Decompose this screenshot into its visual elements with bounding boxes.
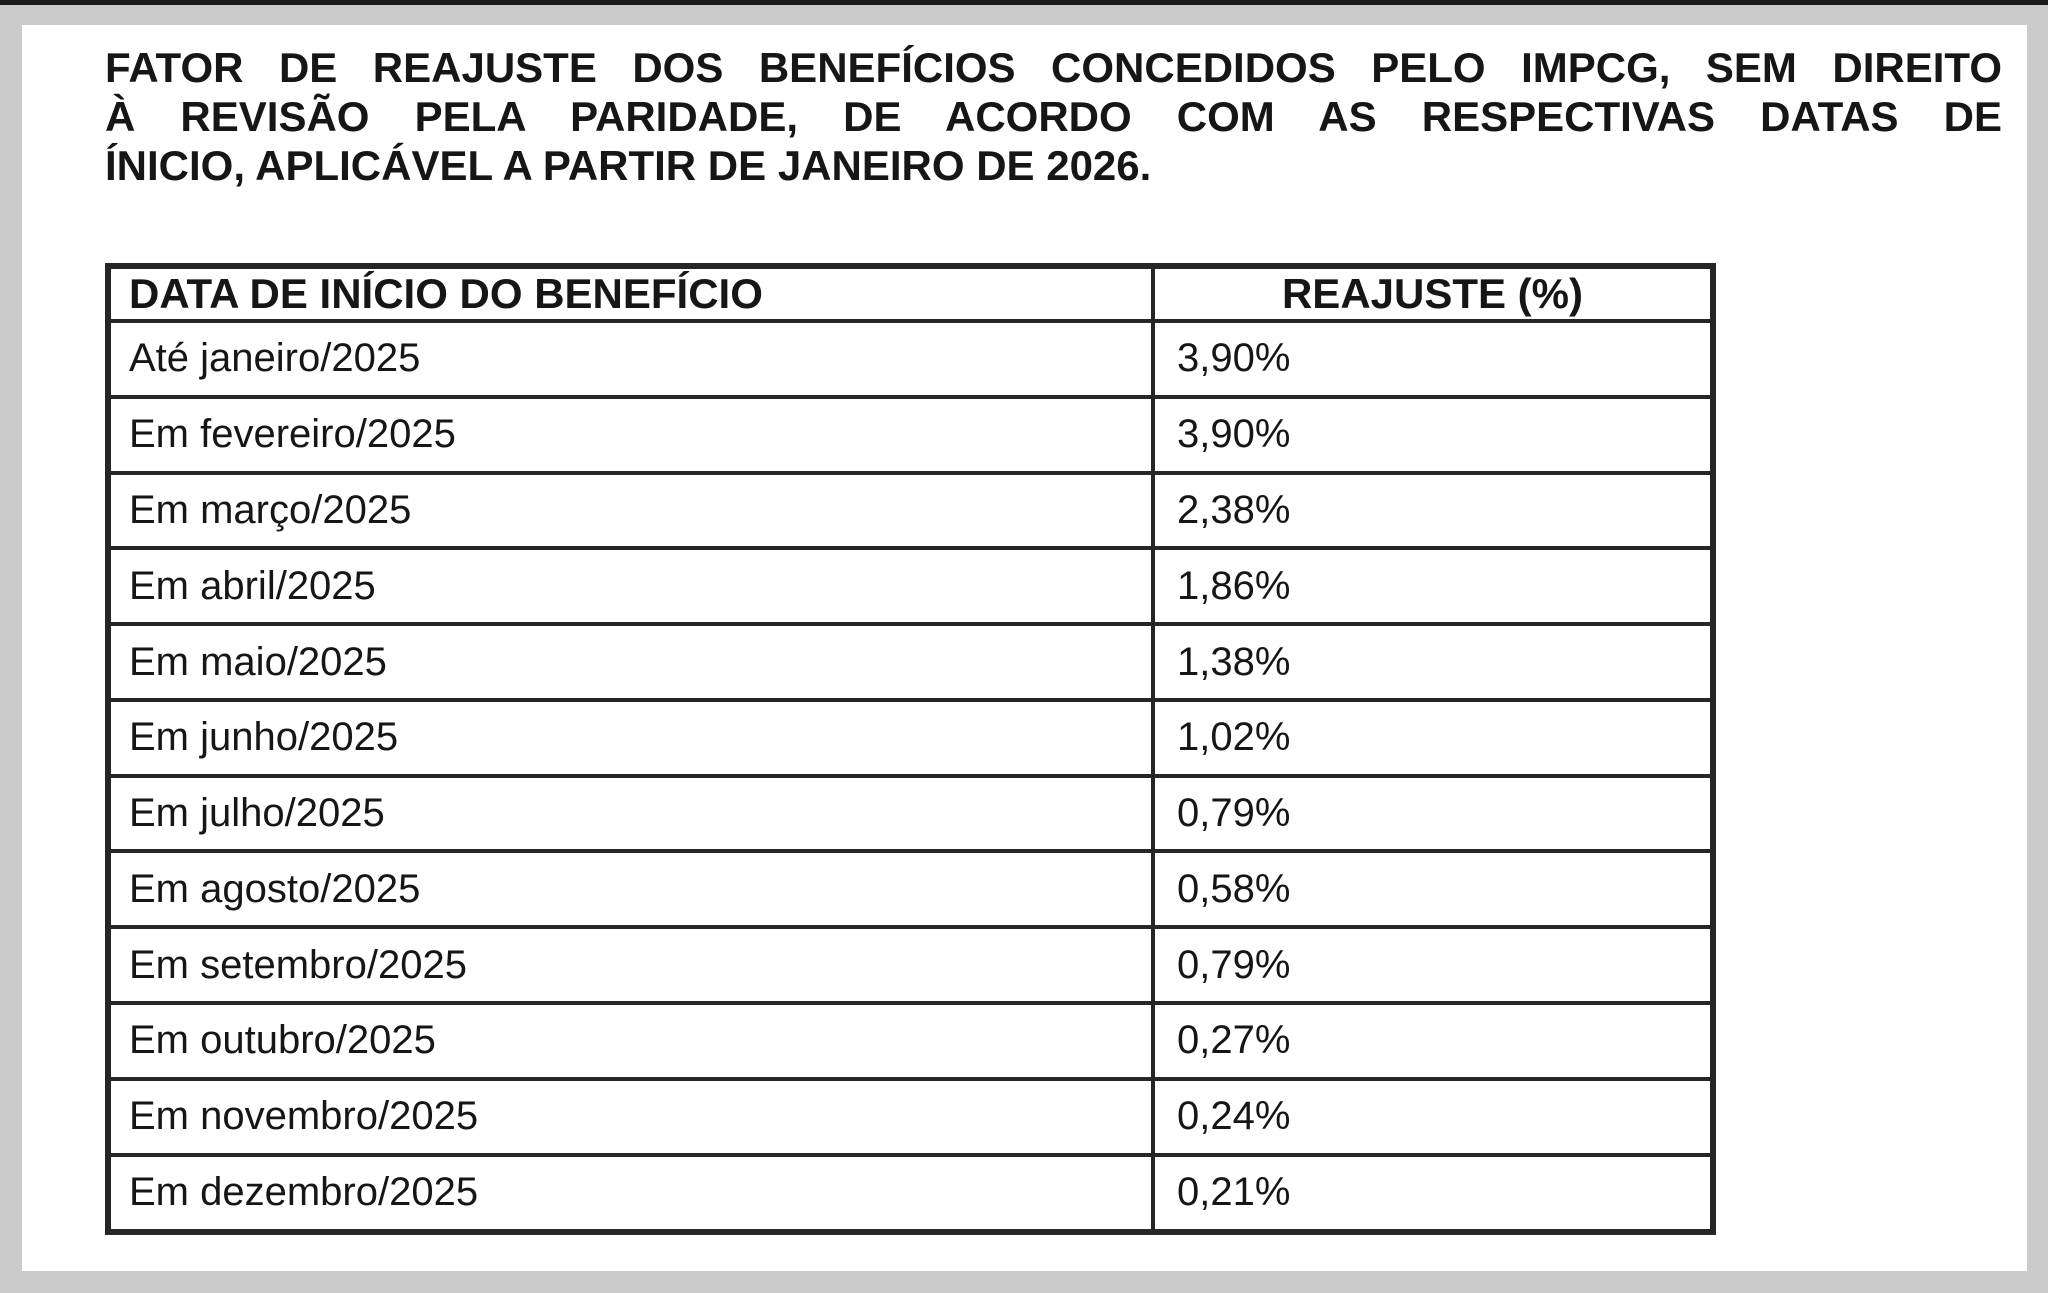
table-row: Em outubro/2025 0,27%	[106, 1001, 1715, 1081]
table-header-row: DATA DE INÍCIO DO BENEFÍCIO REAJUSTE (%)	[106, 264, 1715, 323]
cell-benefit-start-date: Em fevereiro/2025	[106, 394, 1155, 475]
title-line-3: ÍNICIO, APLICÁVEL A PARTIR DE JANEIRO DE…	[105, 142, 1152, 189]
cell-readjustment-percent: 1,02%	[1151, 697, 1715, 778]
cell-readjustment-percent: 0,79%	[1151, 773, 1715, 854]
cell-readjustment-percent: 2,38%	[1151, 470, 1715, 551]
table-row: Até janeiro/2025 3,90%	[106, 319, 1715, 399]
table-row: Em dezembro/2025 0,21%	[106, 1152, 1715, 1235]
cell-readjustment-percent: 0,27%	[1151, 1001, 1715, 1081]
table-row: Em julho/2025 0,79%	[106, 773, 1715, 854]
cell-benefit-start-date: Em julho/2025	[106, 773, 1155, 854]
header-benefit-start-date: DATA DE INÍCIO DO BENEFÍCIO	[106, 264, 1155, 323]
cell-benefit-start-date: Em novembro/2025	[106, 1076, 1155, 1157]
title-line-2: À REVISÃO PELA PARIDADE, DE ACORDO COM A…	[105, 93, 2002, 140]
cell-readjustment-percent: 3,90%	[1151, 394, 1715, 475]
cell-benefit-start-date: Em junho/2025	[106, 697, 1155, 778]
cell-readjustment-percent: 0,79%	[1151, 925, 1715, 1006]
cell-readjustment-percent: 0,21%	[1151, 1152, 1715, 1235]
cell-benefit-start-date: Até janeiro/2025	[106, 319, 1155, 399]
cell-readjustment-percent: 3,90%	[1151, 319, 1715, 399]
table-row: Em novembro/2025 0,24%	[106, 1076, 1715, 1157]
document-page: FATOR DE REAJUSTE DOS BENEFÍCIOS CONCEDI…	[22, 25, 2027, 1271]
table-row: Em fevereiro/2025 3,90%	[106, 394, 1715, 475]
table-row: Em junho/2025 1,02%	[106, 697, 1715, 778]
document-title: FATOR DE REAJUSTE DOS BENEFÍCIOS CONCEDI…	[105, 43, 2002, 190]
cell-benefit-start-date: Em dezembro/2025	[106, 1152, 1155, 1235]
window-top-border	[0, 0, 2048, 5]
cell-benefit-start-date: Em abril/2025	[106, 546, 1155, 627]
cell-readjustment-percent: 1,86%	[1151, 546, 1715, 627]
cell-benefit-start-date: Em maio/2025	[106, 622, 1155, 702]
table-row: Em abril/2025 1,86%	[106, 546, 1715, 627]
cell-readjustment-percent: 0,58%	[1151, 849, 1715, 930]
table-row: Em setembro/2025 0,79%	[106, 925, 1715, 1006]
header-readjustment-percent: REAJUSTE (%)	[1151, 264, 1715, 323]
table-row: Em março/2025 2,38%	[106, 470, 1715, 551]
cell-benefit-start-date: Em outubro/2025	[106, 1001, 1155, 1081]
table-row: Em maio/2025 1,38%	[106, 622, 1715, 702]
table-body: Até janeiro/2025 3,90% Em fevereiro/2025 3,…	[106, 319, 1715, 1235]
cell-benefit-start-date: Em setembro/2025	[106, 925, 1155, 1006]
readjustment-table: DATA DE INÍCIO DO BENEFÍCIO REAJUSTE (%)…	[105, 263, 1716, 1235]
cell-benefit-start-date: Em agosto/2025	[106, 849, 1155, 930]
cell-benefit-start-date: Em março/2025	[106, 470, 1155, 551]
table-row: Em agosto/2025 0,58%	[106, 849, 1715, 930]
cell-readjustment-percent: 1,38%	[1151, 622, 1715, 702]
title-line-1: FATOR DE REAJUSTE DOS BENEFÍCIOS CONCEDI…	[105, 44, 2002, 91]
cell-readjustment-percent: 0,24%	[1151, 1076, 1715, 1157]
